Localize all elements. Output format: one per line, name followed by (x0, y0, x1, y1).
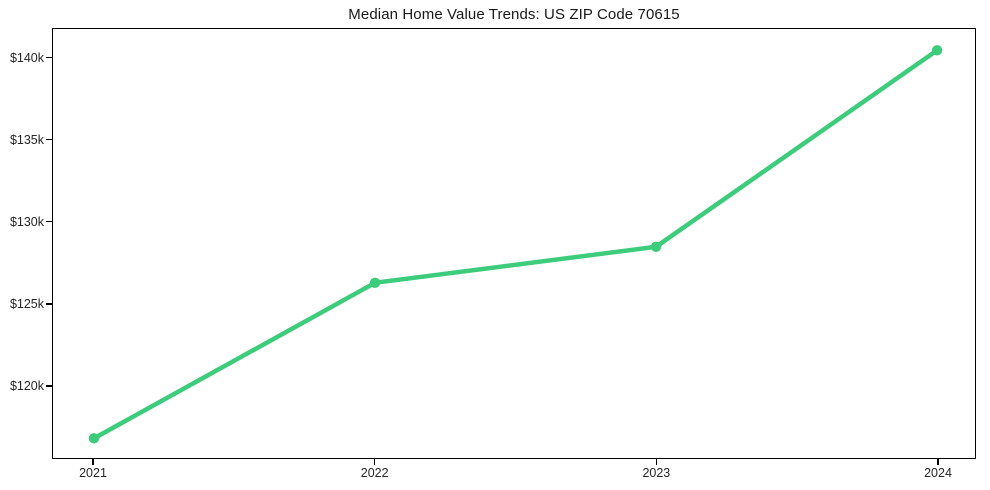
x-tick-mark (373, 459, 376, 465)
y-tick-mark (46, 138, 52, 141)
y-tick-label: $130k (9, 214, 44, 229)
data-point-marker (650, 241, 662, 252)
plot-area (52, 28, 976, 459)
x-tick-mark (92, 459, 94, 465)
x-tick-mark (937, 459, 939, 465)
y-tick-label: $140k (9, 50, 44, 65)
x-tick-label: 2024 (924, 466, 952, 480)
y-tick-label: $125k (9, 296, 44, 311)
x-tick-label: 2023 (642, 466, 671, 480)
y-tick-mark (46, 302, 52, 305)
x-tick-label: 2022 (360, 466, 389, 480)
y-tick-mark (46, 220, 52, 223)
y-tick-label: $120k (9, 378, 44, 393)
y-tick-mark (46, 384, 52, 387)
x-tick-mark (655, 459, 658, 465)
x-tick-label: 2021 (79, 466, 107, 480)
trend-line (91, 48, 940, 441)
line-series-svg (88, 45, 943, 444)
y-tick-mark (46, 56, 52, 59)
data-point-marker (931, 45, 943, 56)
chart-title: Median Home Value Trends: US ZIP Code 70… (348, 6, 680, 23)
y-tick-label: $135k (9, 132, 44, 147)
data-point-marker (369, 277, 381, 288)
data-point-marker (88, 433, 100, 444)
